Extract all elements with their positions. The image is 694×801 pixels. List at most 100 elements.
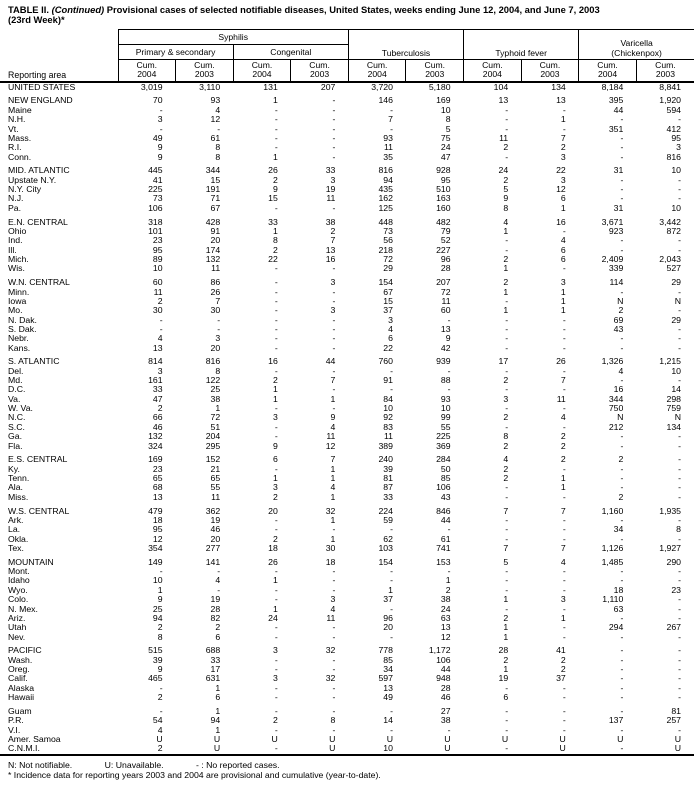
value-cell: 19 xyxy=(210,514,221,525)
value-cell: 7 xyxy=(503,505,509,516)
value-cell: - xyxy=(505,575,509,586)
value-cell: - xyxy=(562,682,566,693)
value-cell: - xyxy=(678,491,681,502)
table-row: C.N.M.I. 2 U - U 10 U - U - U xyxy=(0,743,694,756)
value-cell: - xyxy=(678,724,681,735)
value-cell: 18 xyxy=(268,542,278,553)
value-cell: 2 xyxy=(445,584,451,595)
value-cell: - xyxy=(505,491,509,502)
value-cell: - xyxy=(620,692,624,703)
value-cell: 7 xyxy=(503,542,509,553)
value-cell: 2 xyxy=(503,463,509,474)
value-cell: 5,180 xyxy=(428,81,451,92)
value-cell: - xyxy=(562,314,566,325)
value-cell: - xyxy=(274,104,278,115)
value-cell: 15 xyxy=(268,193,278,204)
value-cell: 2 xyxy=(503,654,509,665)
value-cell: - xyxy=(332,682,336,693)
column-header-cong-cum-2004: Cum. 2004 xyxy=(232,59,291,83)
value-cell: 72 xyxy=(210,412,221,423)
value-cell: 4 xyxy=(330,482,336,493)
reporting-area-cell: Miss. xyxy=(8,491,29,502)
table-row: Wis. 10 11 - - 29 28 1 - 339 527 xyxy=(0,263,694,274)
value-cell: - xyxy=(562,692,566,703)
value-cell: 104 xyxy=(493,81,509,92)
reporting-area-cell: Nebr. xyxy=(8,333,29,344)
table-row: S. Dak. - - - - 4 13 - - 43 - xyxy=(0,323,694,334)
reporting-area-cell: Ill. xyxy=(8,244,17,255)
table-row: S.C. 46 51 - 4 83 55 - - 212 134 xyxy=(0,421,694,432)
value-cell: 13 xyxy=(152,342,163,353)
value-cell: 339 xyxy=(608,263,624,274)
value-cell: 1 xyxy=(272,473,278,484)
value-cell: - xyxy=(620,151,624,162)
value-cell: 3,720 xyxy=(371,81,393,92)
value-cell: - xyxy=(332,566,336,577)
column-header-typhoid-cum-2004: Cum. 2004 xyxy=(463,59,522,83)
reporting-area-cell: Wyo. xyxy=(8,584,28,595)
value-cell: 527 xyxy=(666,263,682,274)
value-cell: 154 xyxy=(378,556,393,567)
value-cell: - xyxy=(332,342,336,353)
value-cell: 3 xyxy=(330,305,336,316)
value-cell: 16 xyxy=(325,253,336,264)
value-cell: 2 xyxy=(215,622,221,633)
column-header-tb-cum-2004: Cum. 2004 xyxy=(347,59,406,83)
value-cell: - xyxy=(463,743,522,756)
value-cell: - xyxy=(562,365,566,376)
value-cell: 32 xyxy=(325,673,336,684)
value-cell: - xyxy=(159,705,163,716)
reporting-area-cell: Mich. xyxy=(8,253,29,264)
value-cell: 1 xyxy=(215,724,221,735)
value-cell: - xyxy=(332,114,336,125)
value-cell: 1,920 xyxy=(659,95,681,106)
value-cell: - xyxy=(620,235,624,246)
table-row: Ill. 95 174 2 13 218 227 - 6 - - xyxy=(0,244,694,255)
value-cell: 84 xyxy=(383,393,393,404)
value-cell: 23 xyxy=(152,463,163,474)
value-cell: 33 xyxy=(325,165,336,176)
value-cell: - xyxy=(332,584,336,595)
value-cell: - xyxy=(678,454,681,465)
value-cell: 134 xyxy=(666,421,682,432)
value-cell: - xyxy=(332,403,336,414)
value-cell: 41 xyxy=(152,174,163,185)
table-row: Alaska - 1 - - 13 28 - - - - xyxy=(0,682,694,693)
value-cell: 778 xyxy=(378,645,393,656)
value-cell: 7 xyxy=(560,375,566,386)
value-cell: 465 xyxy=(148,673,163,684)
value-cell: - xyxy=(274,132,278,143)
value-cell: 3 xyxy=(215,333,221,344)
column-header-varicella-cum-2004: Cum. 2004 xyxy=(578,59,637,83)
value-cell: 27 xyxy=(440,705,451,716)
table-row: Wyo. 1 - - - 1 2 - - 18 23 xyxy=(0,584,694,595)
reporting-area-cell: C.N.M.I. xyxy=(0,743,118,756)
value-cell: 13 xyxy=(325,244,336,255)
value-cell: - xyxy=(562,724,566,735)
value-cell: U xyxy=(559,733,566,744)
value-cell: 32 xyxy=(325,505,336,516)
value-cell: 1,172 xyxy=(428,645,451,656)
value-cell: 72 xyxy=(383,253,393,264)
table-body: UNITED STATES 3,019 3,110 131 207 3,720 5,180 1… xyxy=(0,81,694,756)
value-cell: - xyxy=(274,514,278,525)
value-cell: 81 xyxy=(383,473,393,484)
value-cell: - xyxy=(505,584,509,595)
value-cell: 11 xyxy=(211,263,221,274)
value-cell: 1 xyxy=(272,95,278,106)
value-cell: 13 xyxy=(498,95,509,106)
table-row: Ohio 101 91 1 2 73 79 1 - 923 872 xyxy=(0,225,694,236)
value-cell: U xyxy=(290,743,349,756)
value-cell: - xyxy=(274,566,278,577)
value-cell: 20 xyxy=(383,622,393,633)
value-cell: - xyxy=(678,645,681,656)
value-cell: 3 xyxy=(503,393,509,404)
value-cell: 46 xyxy=(210,524,221,535)
value-cell: 44 xyxy=(613,104,624,115)
value-cell: - xyxy=(562,575,566,586)
value-cell: 79 xyxy=(440,225,451,236)
value-cell: - xyxy=(678,566,681,577)
value-cell: 4 xyxy=(388,323,393,334)
value-cell: 19 xyxy=(498,673,509,684)
value-cell: 161 xyxy=(148,375,163,386)
